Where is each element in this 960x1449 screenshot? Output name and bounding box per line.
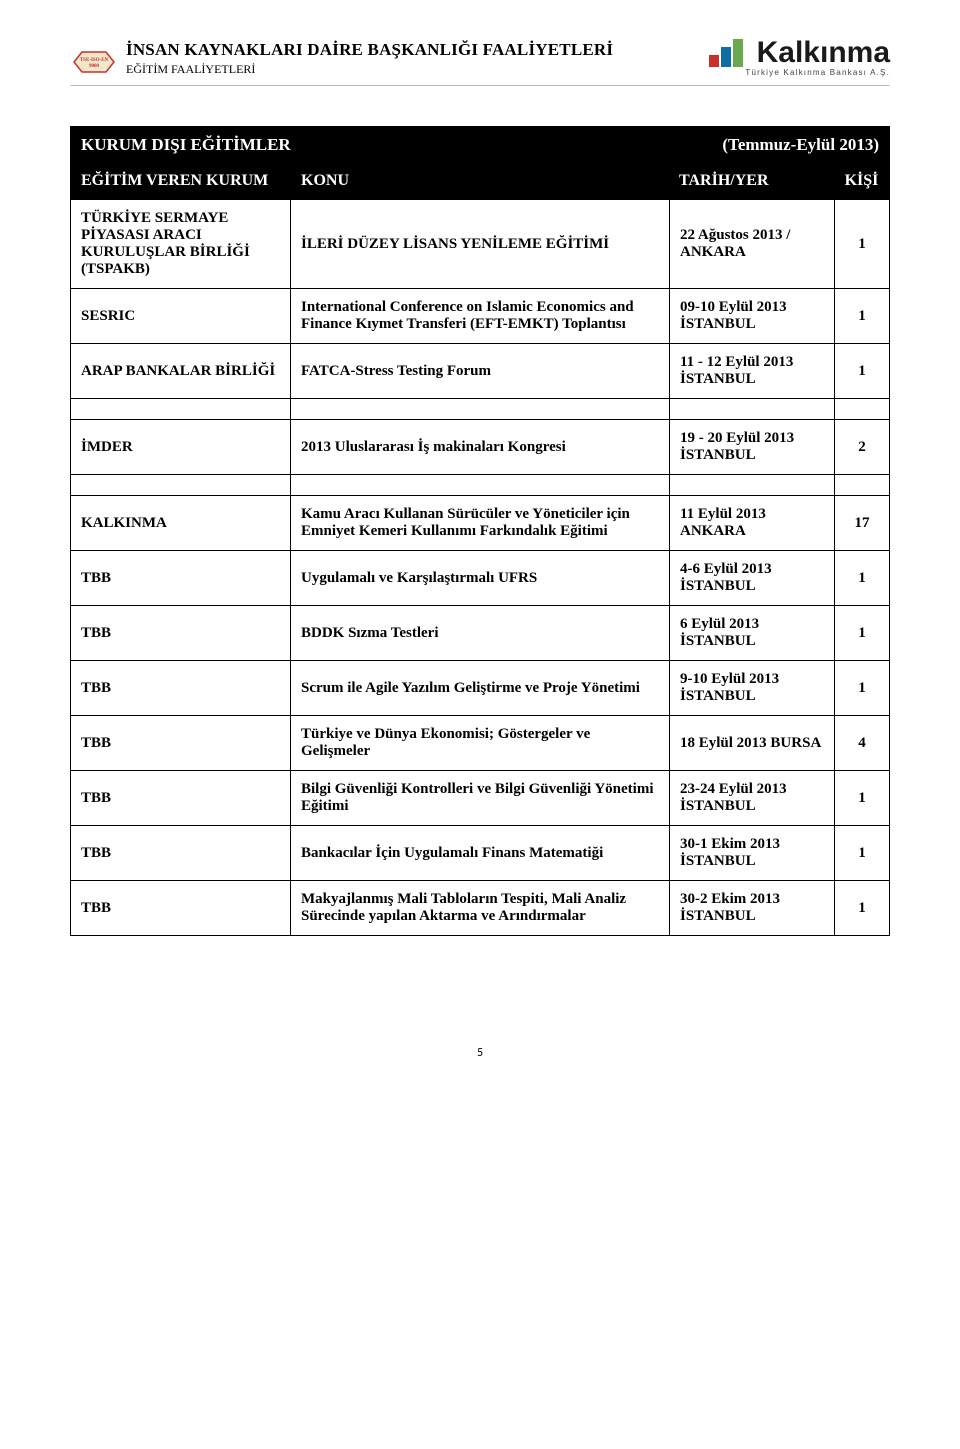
cell-org: TBB [71,881,291,936]
cell-count: 2 [835,420,890,475]
cell-org: ARAP BANKALAR BİRLİĞİ [71,344,291,399]
cell-org: TBB [71,606,291,661]
cell-count: 17 [835,496,890,551]
cell-date: 6 Eylül 2013 İSTANBUL [670,606,835,661]
cell-date: 9-10 Eylül 2013 İSTANBUL [670,661,835,716]
logo-bars-icon [707,37,751,69]
cell-count: 1 [835,826,890,881]
page-number: 5 [70,1046,890,1090]
col-header-topic: KONU [291,164,669,198]
logo-tagline: Türkiye Kalkınma Bankası A.Ş. [745,68,890,77]
col-header-org: EĞİTİM VEREN KURUM [71,164,291,198]
spacer-row [71,399,890,420]
spacer-cell [291,475,670,496]
cell-topic: Uygulamalı ve Karşılaştırmalı UFRS [291,551,670,606]
col-header-count: KİŞİ [834,164,889,198]
spacer-cell [670,475,835,496]
cell-count: 1 [835,200,890,289]
cell-topic: BDDK Sızma Testleri [291,606,670,661]
table-row: İMDER2013 Uluslararası İş makinaları Kon… [71,420,890,475]
table-row: TBBTürkiye ve Dünya Ekonomisi; Göstergel… [71,716,890,771]
col-header-date: TARİH/YER [669,164,834,198]
svg-text:TSE-ISO-EN: TSE-ISO-EN [80,58,109,63]
header-title-main: İNSAN KAYNAKLARI DAİRE BAŞKANLIĞI FAALİY… [126,40,613,60]
cell-date: 30-1 Ekim 2013 İSTANBUL [670,826,835,881]
svg-text:9000: 9000 [89,64,100,69]
cell-count: 1 [835,771,890,826]
cell-count: 1 [835,289,890,344]
page-header: TSE-ISO-EN 9000 İNSAN KAYNAKLARI DAİRE B… [70,40,890,77]
cell-count: 1 [835,881,890,936]
cell-org: TBB [71,826,291,881]
cell-date: 18 Eylül 2013 BURSA [670,716,835,771]
table-row: TBBScrum ile Agile Yazılım Geliştirme ve… [71,661,890,716]
cell-date: 11 - 12 Eylül 2013 İSTANBUL [670,344,835,399]
table-row: SESRICInternational Conference on Islami… [71,289,890,344]
logo-text: Kalkınma [757,36,890,70]
spacer-cell [291,399,670,420]
spacer-row [71,475,890,496]
cell-date: 09-10 Eylül 2013 İSTANBUL [670,289,835,344]
training-table: TÜRKİYE SERMAYE PİYASASI ARACI KURULUŞLA… [70,199,890,936]
spacer-cell [835,475,890,496]
table-row: ARAP BANKALAR BİRLİĞİFATCA-Stress Testin… [71,344,890,399]
table-row: TBBBankacılar İçin Uygulamalı Finans Mat… [71,826,890,881]
cell-org: TBB [71,661,291,716]
cell-count: 1 [835,661,890,716]
cell-org: TÜRKİYE SERMAYE PİYASASI ARACI KURULUŞLA… [71,200,291,289]
cell-date: 30-2 Ekim 2013 İSTANBUL [670,881,835,936]
header-left: TSE-ISO-EN 9000 İNSAN KAYNAKLARI DAİRE B… [70,40,613,77]
header-divider [70,85,890,86]
logo-row: Kalkınma [707,36,890,70]
cell-topic: Kamu Aracı Kullanan Sürücüler ve Yönetic… [291,496,670,551]
spacer-cell [71,399,291,420]
table-row: TBBUygulamalı ve Karşılaştırmalı UFRS4-6… [71,551,890,606]
cell-topic: Scrum ile Agile Yazılım Geliştirme ve Pr… [291,661,670,716]
cell-topic: FATCA-Stress Testing Forum [291,344,670,399]
cell-count: 1 [835,606,890,661]
cell-topic: Türkiye ve Dünya Ekonomisi; Göstergeler … [291,716,670,771]
cell-org: İMDER [71,420,291,475]
cell-topic: Makyajlanmış Mali Tabloların Tespiti, Ma… [291,881,670,936]
table-row: TBBMakyajlanmış Mali Tabloların Tespiti,… [71,881,890,936]
spacer-cell [71,475,291,496]
table-row: TÜRKİYE SERMAYE PİYASASI ARACI KURULUŞLA… [71,200,890,289]
spacer-cell [670,399,835,420]
cell-date: 4-6 Eylül 2013 İSTANBUL [670,551,835,606]
cell-topic: Bankacılar İçin Uygulamalı Finans Matema… [291,826,670,881]
header-title-sub: EĞİTİM FAALİYETLERİ [126,62,613,77]
cell-date: 23-24 Eylül 2013 İSTANBUL [670,771,835,826]
cell-org: TBB [71,771,291,826]
cell-org: SESRIC [71,289,291,344]
cell-count: 4 [835,716,890,771]
cell-org: KALKINMA [71,496,291,551]
table-title-row: KURUM DIŞI EĞİTİMLER (Temmuz-Eylül 2013) [70,126,890,164]
table-row: TBBBilgi Güvenliği Kontrolleri ve Bilgi … [71,771,890,826]
table-title-left: KURUM DIŞI EĞİTİMLER [81,135,291,155]
company-logo: Kalkınma Türkiye Kalkınma Bankası A.Ş. [707,36,890,77]
cell-org: TBB [71,716,291,771]
header-titles: İNSAN KAYNAKLARI DAİRE BAŞKANLIĞI FAALİY… [126,40,613,77]
table-column-headers: EĞİTİM VEREN KURUM KONU TARİH/YER KİŞİ [70,164,890,199]
cell-count: 1 [835,344,890,399]
cert-badge-icon: TSE-ISO-EN 9000 [70,48,118,76]
cell-topic: İLERİ DÜZEY LİSANS YENİLEME EĞİTİMİ [291,200,670,289]
cell-topic: 2013 Uluslararası İş makinaları Kongresi [291,420,670,475]
table-row: KALKINMAKamu Aracı Kullanan Sürücüler ve… [71,496,890,551]
cell-topic: International Conference on Islamic Econ… [291,289,670,344]
cell-date: 19 - 20 Eylül 2013 İSTANBUL [670,420,835,475]
cell-topic: Bilgi Güvenliği Kontrolleri ve Bilgi Güv… [291,771,670,826]
cell-org: TBB [71,551,291,606]
cell-count: 1 [835,551,890,606]
cell-date: 22 Ağustos 2013 / ANKARA [670,200,835,289]
page: TSE-ISO-EN 9000 İNSAN KAYNAKLARI DAİRE B… [0,0,960,1090]
table-title-right: (Temmuz-Eylül 2013) [722,135,879,155]
cell-date: 11 Eylül 2013 ANKARA [670,496,835,551]
spacer-cell [835,399,890,420]
table-row: TBBBDDK Sızma Testleri6 Eylül 2013 İSTAN… [71,606,890,661]
